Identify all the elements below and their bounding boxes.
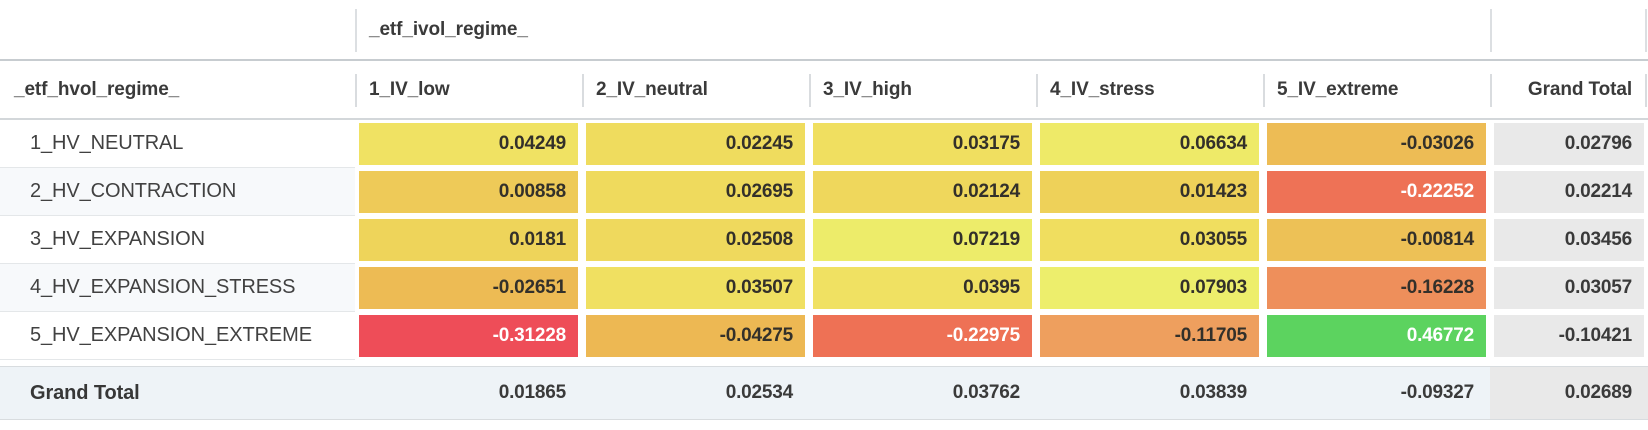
value-cell[interactable]: 0.07903 [1036, 264, 1263, 312]
value-chip: 0.02245 [586, 123, 805, 165]
value-chip: 0.06634 [1040, 123, 1259, 165]
column-group-header: _etf_ivol_regime_ [355, 0, 1490, 59]
grand-total-value[interactable]: -0.09327 [1400, 382, 1475, 403]
grand-total-row: Grand Total 0.01865 0.02534 0.03762 0.03839 -… [0, 366, 1648, 420]
grand-total-header-spacer [1490, 0, 1648, 59]
value-chip: 0.46772 [1267, 315, 1486, 357]
value-cell[interactable]: -0.22252 [1263, 168, 1490, 216]
value-chip: 0.03175 [813, 123, 1032, 165]
value-cell[interactable]: 0.03175 [809, 120, 1036, 168]
value-cell[interactable]: 0.00858 [355, 168, 582, 216]
row-header[interactable]: 4_HV_EXPANSION_STRESS [0, 264, 355, 312]
column-header-3_IV_high[interactable]: 3_IV_high [809, 61, 1036, 118]
table-row: 4_HV_EXPANSION_STRESS -0.02651 0.03507 0.03… [0, 264, 1648, 312]
column-header-grand-total[interactable]: Grand Total [1490, 61, 1648, 118]
value-chip: -0.22975 [813, 315, 1032, 357]
value-chip: 0.07219 [813, 219, 1032, 261]
value-chip: -0.03026 [1267, 123, 1486, 165]
value-chip: -0.11705 [1040, 315, 1259, 357]
grand-total-value[interactable]: 0.02534 [725, 382, 793, 403]
grand-total-value[interactable]: 0.01865 [498, 382, 566, 403]
value-chip: 0.07903 [1040, 267, 1259, 309]
value-cell[interactable]: 0.04249 [355, 120, 582, 168]
row-header[interactable]: 2_HV_CONTRACTION [0, 168, 355, 216]
value-cell[interactable]: -0.02651 [355, 264, 582, 312]
row-total-chip: 0.03456 [1494, 219, 1644, 261]
table-body: 1_HV_NEUTRAL 0.04249 0.02245 0.03175 0.06634… [0, 120, 1648, 360]
value-cell[interactable]: 0.0395 [809, 264, 1036, 312]
row-group-header[interactable]: _etf_hvol_regime_ [14, 78, 180, 100]
row-header[interactable]: 3_HV_EXPANSION [0, 216, 355, 264]
value-cell[interactable]: 0.46772 [1263, 312, 1490, 360]
value-cell[interactable]: 0.02124 [809, 168, 1036, 216]
value-chip: -0.22252 [1267, 171, 1486, 213]
value-cell[interactable]: 0.07219 [809, 216, 1036, 264]
value-chip: -0.04275 [586, 315, 805, 357]
value-chip: 0.0395 [813, 267, 1032, 309]
grand-total-overall[interactable]: 0.02689 [1490, 367, 1648, 419]
row-total-cell[interactable]: 0.03057 [1490, 264, 1648, 312]
row-total-chip: -0.10421 [1494, 315, 1644, 357]
row-total-chip: 0.02796 [1494, 123, 1644, 165]
row-header[interactable]: 5_HV_EXPANSION_EXTREME [0, 312, 355, 360]
value-cell[interactable]: 0.0181 [355, 216, 582, 264]
value-chip: 0.02695 [586, 171, 805, 213]
value-chip: 0.00858 [359, 171, 578, 213]
column-header-5_IV_extreme[interactable]: 5_IV_extreme [1263, 61, 1490, 118]
value-cell[interactable]: -0.04275 [582, 312, 809, 360]
row-header[interactable]: 1_HV_NEUTRAL [0, 120, 355, 168]
table-row: 1_HV_NEUTRAL 0.04249 0.02245 0.03175 0.06634… [0, 120, 1648, 168]
value-cell[interactable]: 0.02245 [582, 120, 809, 168]
column-header-1_IV_low[interactable]: 1_IV_low [355, 61, 582, 118]
value-cell[interactable]: 0.03055 [1036, 216, 1263, 264]
value-chip: 0.0181 [359, 219, 578, 261]
value-cell[interactable]: 0.03507 [582, 264, 809, 312]
value-cell[interactable]: 0.06634 [1036, 120, 1263, 168]
row-total-cell[interactable]: 0.03456 [1490, 216, 1648, 264]
value-cell[interactable]: -0.16228 [1263, 264, 1490, 312]
value-chip: 0.02508 [586, 219, 805, 261]
value-cell[interactable]: -0.00814 [1263, 216, 1490, 264]
value-cell[interactable]: -0.31228 [355, 312, 582, 360]
row-total-cell[interactable]: 0.02796 [1490, 120, 1648, 168]
grand-total-value[interactable]: 0.03839 [1179, 382, 1247, 403]
column-header-row: _etf_hvol_regime_ 1_IV_low 2_IV_neutral 3_… [0, 61, 1648, 120]
value-cell[interactable]: -0.22975 [809, 312, 1036, 360]
value-cell[interactable]: -0.03026 [1263, 120, 1490, 168]
value-chip: -0.00814 [1267, 219, 1486, 261]
table-row: 2_HV_CONTRACTION 0.00858 0.02695 0.02124 0.0… [0, 168, 1648, 216]
corner-cell [0, 0, 355, 59]
value-chip: 0.03507 [586, 267, 805, 309]
grand-total-value[interactable]: 0.03762 [952, 382, 1020, 403]
value-chip: -0.02651 [359, 267, 578, 309]
grand-total-row-label: Grand Total [30, 381, 140, 404]
value-chip: -0.31228 [359, 315, 578, 357]
value-chip: 0.04249 [359, 123, 578, 165]
column-header-4_IV_stress[interactable]: 4_IV_stress [1036, 61, 1263, 118]
value-chip: 0.02124 [813, 171, 1032, 213]
value-chip: 0.01423 [1040, 171, 1259, 213]
column-group-header-row: _etf_ivol_regime_ [0, 0, 1648, 61]
value-cell[interactable]: 0.01423 [1036, 168, 1263, 216]
table-row: 3_HV_EXPANSION 0.0181 0.02508 0.07219 0.0305… [0, 216, 1648, 264]
row-total-cell[interactable]: 0.02214 [1490, 168, 1648, 216]
table-row: 5_HV_EXPANSION_EXTREME -0.31228 -0.04275 -0… [0, 312, 1648, 360]
column-header-2_IV_neutral[interactable]: 2_IV_neutral [582, 61, 809, 118]
value-chip: -0.16228 [1267, 267, 1486, 309]
value-cell[interactable]: -0.11705 [1036, 312, 1263, 360]
row-total-chip: 0.02214 [1494, 171, 1644, 213]
column-group-label: _etf_ivol_regime_ [369, 18, 528, 40]
value-cell[interactable]: 0.02695 [582, 168, 809, 216]
row-total-chip: 0.03057 [1494, 267, 1644, 309]
row-total-cell[interactable]: -0.10421 [1490, 312, 1648, 360]
value-cell[interactable]: 0.02508 [582, 216, 809, 264]
value-chip: 0.03055 [1040, 219, 1259, 261]
